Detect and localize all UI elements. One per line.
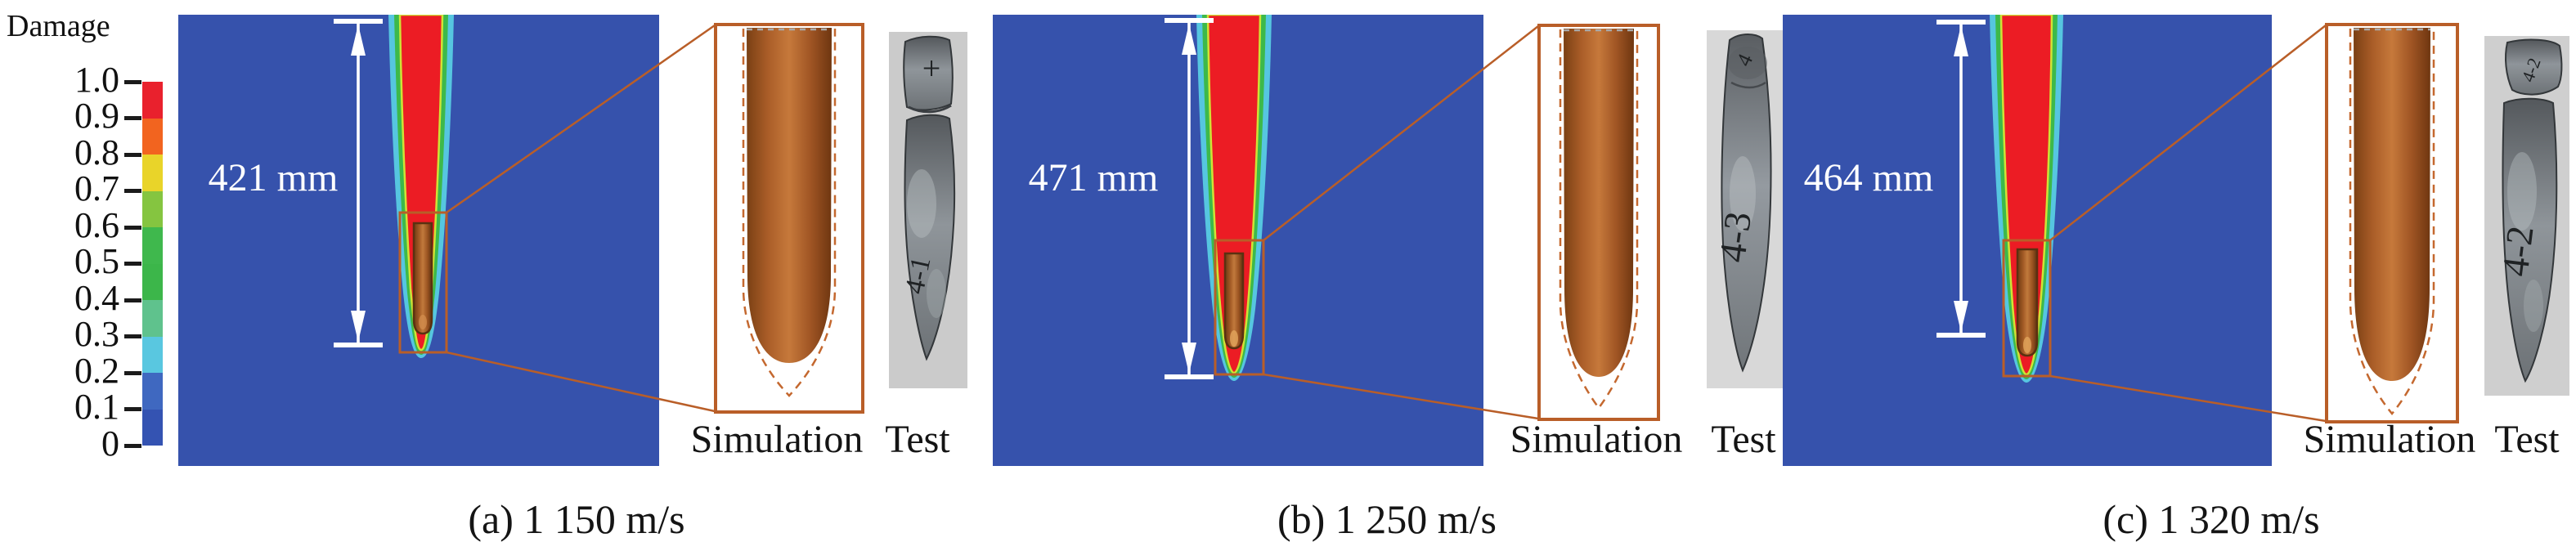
photo-projectile-body xyxy=(904,114,956,361)
photo-blotch xyxy=(907,169,936,238)
photo-marking: 4-3 xyxy=(1711,209,1759,265)
test-projectile-photo: + 4-1 xyxy=(889,32,967,388)
photo-projectile-body xyxy=(2502,97,2558,383)
legend-tick xyxy=(124,444,141,448)
projectile-rod xyxy=(412,222,433,335)
legend-segment xyxy=(142,300,163,337)
simulation-label: Simulation xyxy=(1510,418,1683,461)
legend-segment xyxy=(142,82,163,119)
photo-blotch xyxy=(2524,280,2543,332)
photo-marking: 4-2 xyxy=(2494,224,2542,279)
legend-segment xyxy=(142,227,163,264)
test-photo: 4-2 4-2 xyxy=(2484,36,2569,396)
damage-contour-plot xyxy=(1165,15,1272,381)
simulation-field: 471 mm xyxy=(993,15,1483,466)
photo-blotch xyxy=(2507,152,2537,231)
penetration-depth-label: 471 mm xyxy=(1028,156,1159,199)
legend-tick-label: 1.0 xyxy=(74,60,119,100)
test-label: Test xyxy=(885,418,950,461)
inset-original-profile-outline xyxy=(2349,29,2435,415)
damage-plume-red xyxy=(1206,15,1262,374)
simulation-label: Simulation xyxy=(2303,418,2476,461)
legend-tick xyxy=(124,298,141,302)
inset-original-profile-outline xyxy=(742,29,837,397)
rod-tip-highlight xyxy=(419,315,427,329)
inset-projectile xyxy=(2354,28,2430,381)
panel-caption: (a) 1 150 m/s xyxy=(468,496,685,542)
penetration-depth-label: 464 mm xyxy=(1803,156,1934,199)
legend-segment xyxy=(142,190,163,227)
legend-tick-label: 0.6 xyxy=(74,205,119,245)
callout-box xyxy=(398,211,448,354)
rod-tip-highlight xyxy=(2023,337,2031,353)
damage-plume-red xyxy=(1999,15,2053,376)
photo-marking: 4-1 xyxy=(900,254,937,297)
legend-tick xyxy=(124,407,141,411)
legend-tick xyxy=(124,80,141,84)
legend-title: Damage xyxy=(7,9,110,43)
test-projectile-photo: 4-2 4-2 xyxy=(2484,36,2569,396)
photo-projectile-head xyxy=(903,35,954,111)
photo-blotch xyxy=(1728,47,1767,79)
legend-tick-label: 0.7 xyxy=(74,168,119,208)
photo-blotch xyxy=(927,269,946,318)
dimension-arrow xyxy=(1165,18,1214,379)
legend-tick-label: 0.4 xyxy=(74,278,119,318)
simulation-field: 464 mm xyxy=(1783,15,2272,466)
simulation-inset xyxy=(2325,23,2459,423)
rod-tip-highlight xyxy=(1230,330,1238,347)
inset-projectile-view xyxy=(1559,29,1639,410)
legend-segment xyxy=(142,409,163,446)
photo-blotch xyxy=(1730,156,1756,231)
legend-tick xyxy=(124,334,141,338)
legend-tick xyxy=(124,262,141,266)
penetration-depth-label: 421 mm xyxy=(208,156,339,199)
projectile-rod xyxy=(1223,252,1245,350)
legend-segment xyxy=(142,263,163,300)
dimension-arrow xyxy=(1936,20,1986,338)
legend-tick xyxy=(124,153,141,157)
inset-projectile-view xyxy=(742,28,837,397)
legend-tick xyxy=(124,371,141,375)
legend-segment xyxy=(142,118,163,155)
legend-segment xyxy=(142,336,163,373)
legend-segment xyxy=(142,373,163,410)
callout-box xyxy=(1214,239,1265,376)
simulation-label: Simulation xyxy=(690,418,864,461)
test-photo: + 4-1 xyxy=(889,32,967,388)
photo-projectile-head xyxy=(2505,38,2563,96)
legend-tick-label: 0.9 xyxy=(74,96,119,136)
test-projectile-photo: 4 4-3 xyxy=(1707,30,1785,388)
photo-head-marking: + xyxy=(922,50,941,87)
simulation-field: 421 mm xyxy=(178,15,659,466)
photo-crack xyxy=(908,104,952,114)
panel-caption: (c) 1 320 m/s xyxy=(2103,496,2320,542)
inset-projectile xyxy=(1564,29,1634,377)
legend-tick-label: 0.3 xyxy=(74,314,119,354)
dimension-arrow xyxy=(334,19,383,347)
photo-crack xyxy=(1730,81,1766,89)
inset-projectile xyxy=(747,28,832,363)
legend-tick xyxy=(124,189,141,193)
callout-box xyxy=(2002,239,2052,378)
test-label: Test xyxy=(1711,418,1776,461)
panel-caption: (b) 1 250 m/s xyxy=(1277,496,1497,542)
test-label: Test xyxy=(2494,418,2560,461)
simulation-inset xyxy=(714,23,864,414)
legend-tick-label: 0.2 xyxy=(74,351,119,391)
legend-tick-label: 0.1 xyxy=(74,387,119,427)
legend-tick-label: 0 xyxy=(101,423,119,464)
damage-contour-plot xyxy=(334,15,454,358)
inset-projectile-view xyxy=(2349,28,2435,415)
simulation-inset xyxy=(1537,24,1660,421)
legend-tick xyxy=(124,226,141,230)
legend-tick xyxy=(124,116,141,120)
damage-contour-plot xyxy=(1936,15,2063,383)
legend-tick-label: 0.8 xyxy=(74,132,119,172)
legend-tick-label: 0.5 xyxy=(74,241,119,281)
legend-segment xyxy=(142,155,163,191)
projectile-rod xyxy=(2016,248,2039,357)
test-photo: 4 4-3 xyxy=(1707,30,1785,388)
